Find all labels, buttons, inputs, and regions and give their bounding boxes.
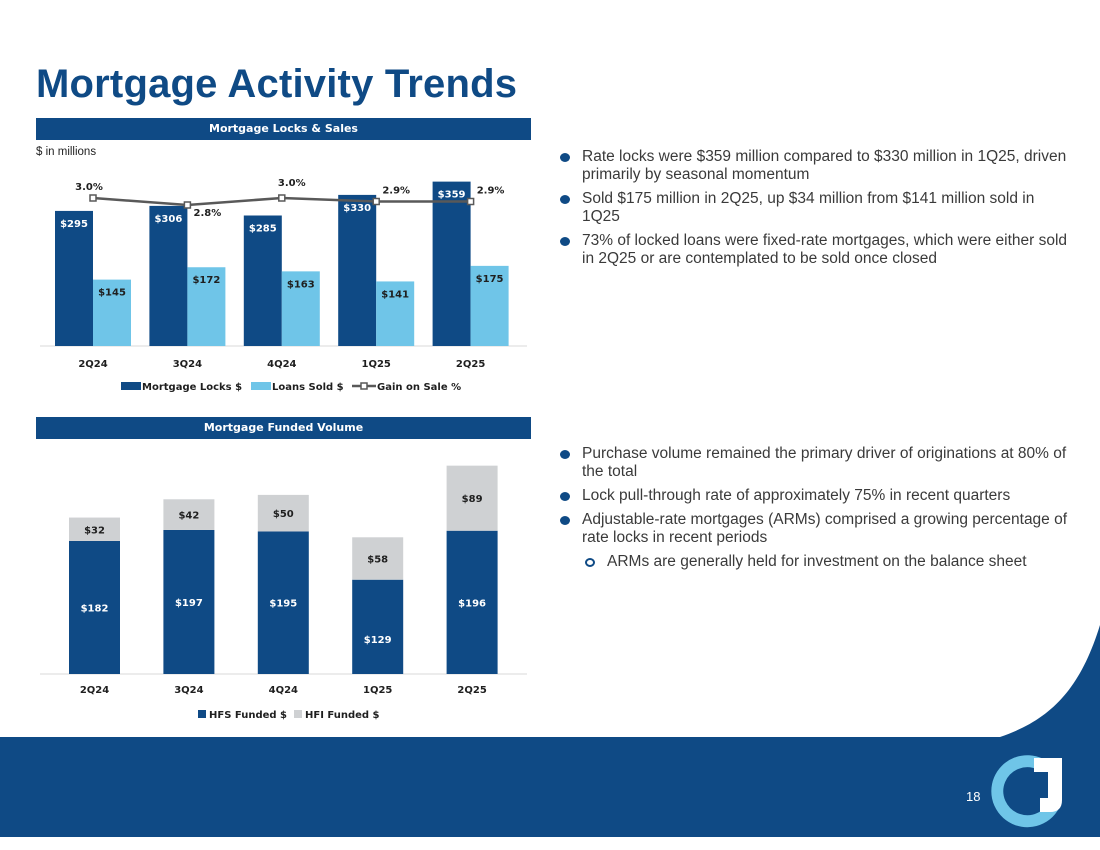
hfi-funded-bar bbox=[352, 537, 404, 580]
gain-on-sale-label: 3.0% bbox=[278, 178, 306, 189]
category-tick-label: 4Q24 bbox=[269, 685, 298, 696]
funded-volume-bullets: Purchase volume remained the primary dri… bbox=[558, 445, 1068, 577]
category-tick-label: 1Q25 bbox=[363, 685, 392, 696]
legend-label-mortgage-locks: Mortgage Locks $ bbox=[142, 382, 242, 393]
hfi-funded-bar bbox=[69, 517, 120, 541]
page-number: 18 bbox=[966, 789, 981, 804]
hfi-funded-label: $58 bbox=[367, 554, 388, 565]
hfs-funded-label: $196 bbox=[458, 598, 486, 609]
locks-sales-bullets: Rate locks were $359 million compared to… bbox=[558, 148, 1068, 274]
legend-swatch-loans-sold bbox=[251, 382, 271, 390]
mortgage-locks-label: $285 bbox=[249, 224, 277, 235]
loans-sold-label: $163 bbox=[287, 279, 315, 290]
bullet-item: Lock pull-through rate of approximately … bbox=[558, 487, 1068, 505]
footer-bottom-strip bbox=[0, 837, 1100, 850]
bullet-item: Sold $175 million in 2Q25, up $34 millio… bbox=[558, 190, 1068, 226]
hfs-funded-label: $195 bbox=[269, 599, 297, 610]
hfi-funded-bar bbox=[257, 494, 309, 532]
sub-bullet-item: ARMs are generally held for investment o… bbox=[558, 553, 1068, 571]
category-tick-label: 2Q25 bbox=[457, 685, 486, 696]
mortgage-locks-bar bbox=[432, 181, 471, 346]
gain-on-sale-point bbox=[278, 194, 286, 202]
legend-label-gain-on-sale: Gain on Sale % bbox=[377, 382, 461, 393]
hfi-funded-bar bbox=[446, 465, 498, 531]
bullet-item: Adjustable-rate mortgages (ARMs) compris… bbox=[558, 511, 1068, 547]
bullet-item: Rate locks were $359 million compared to… bbox=[558, 148, 1068, 184]
mortgage-locks-label: $359 bbox=[438, 190, 466, 201]
hfs-funded-label: $182 bbox=[81, 603, 109, 614]
gain-on-sale-label: 2.9% bbox=[477, 186, 505, 197]
category-tick-label: 3Q24 bbox=[174, 685, 203, 696]
category-tick-label: 2Q24 bbox=[78, 359, 107, 370]
mortgage-locks-label: $295 bbox=[60, 219, 88, 230]
hfs-funded-bar bbox=[163, 529, 215, 674]
bullet-dot-icon bbox=[560, 516, 570, 525]
category-tick-label: 4Q24 bbox=[267, 359, 296, 370]
mortgage-locks-bar bbox=[243, 215, 282, 346]
legend-label-hfs-funded: HFS Funded $ bbox=[209, 710, 287, 721]
category-tick-label: 3Q24 bbox=[173, 359, 202, 370]
mortgage-locks-bar bbox=[55, 210, 93, 346]
mortgage-locks-bar bbox=[338, 194, 377, 346]
hfs-funded-label: $197 bbox=[175, 598, 203, 609]
hfs-funded-bar bbox=[446, 530, 498, 674]
loans-sold-bar bbox=[93, 279, 131, 346]
bullet-dot-icon bbox=[560, 450, 570, 459]
loans-sold-bar bbox=[376, 281, 415, 346]
mortgage-locks-label: $330 bbox=[343, 203, 371, 214]
gain-on-sale-point bbox=[89, 194, 97, 202]
gain-on-sale-point bbox=[372, 197, 380, 206]
sub-bullet-ring-icon bbox=[585, 558, 595, 567]
mortgage-locks-label: $306 bbox=[154, 214, 182, 225]
legend-swatch-mortgage-locks bbox=[121, 382, 141, 390]
gain-on-sale-label: 3.0% bbox=[75, 182, 103, 193]
hfi-funded-label: $89 bbox=[462, 494, 483, 505]
legend-label-loans-sold: Loans Sold $ bbox=[272, 382, 344, 393]
loans-sold-bar bbox=[187, 267, 226, 346]
bullet-item: Purchase volume remained the primary dri… bbox=[558, 445, 1068, 481]
funded-volume-chart-header: Mortgage Funded Volume bbox=[36, 417, 531, 439]
legend-label-hfi-funded: HFI Funded $ bbox=[305, 710, 380, 721]
chart-legend: Mortgage Locks $ Loans Sold $ Gain on Sale… bbox=[121, 382, 461, 393]
loans-sold-label: $172 bbox=[192, 275, 220, 286]
category-tick-label: 2Q24 bbox=[80, 685, 109, 696]
legend-swatch-hfi-funded bbox=[294, 710, 302, 718]
bullet-item: 73% of locked loans were fixed-rate mort… bbox=[558, 232, 1068, 268]
bullet-dot-icon bbox=[560, 492, 570, 501]
locks-sales-chart: $295 $145 2Q24 $306 $172 3Q24 $285 $163 4Q24 $330… bbox=[40, 178, 527, 393]
gain-on-sale-point bbox=[466, 197, 475, 206]
page-title: Mortgage Activity Trends bbox=[36, 62, 518, 106]
legend-swatch-hfs-funded bbox=[198, 710, 206, 718]
mortgage-locks-bar bbox=[149, 205, 188, 346]
hfi-funded-label: $42 bbox=[178, 511, 199, 522]
legend-marker-gain-on-sale bbox=[360, 382, 368, 390]
bullet-dot-icon bbox=[560, 153, 570, 162]
hfs-funded-bar bbox=[352, 579, 404, 674]
gain-on-sale-point bbox=[183, 201, 192, 209]
category-tick-label: 1Q25 bbox=[362, 359, 391, 370]
hfs-funded-bar bbox=[257, 531, 309, 674]
hfs-funded-bar bbox=[69, 540, 120, 674]
units-note: $ in millions bbox=[36, 146, 97, 158]
gain-on-sale-label: 2.9% bbox=[382, 186, 410, 197]
category-tick-label: 2Q25 bbox=[456, 359, 485, 370]
bullet-dot-icon bbox=[560, 237, 570, 246]
loans-sold-label: $141 bbox=[381, 289, 409, 300]
loans-sold-bar bbox=[470, 265, 509, 346]
gain-on-sale-label: 2.8% bbox=[194, 208, 222, 219]
hfi-funded-label: $50 bbox=[273, 509, 294, 520]
hfs-funded-label: $129 bbox=[364, 635, 392, 646]
hfi-funded-bar bbox=[163, 499, 215, 530]
loans-sold-bar bbox=[281, 271, 320, 346]
locks-sales-chart-header: Mortgage Locks & Sales bbox=[36, 118, 531, 140]
bullet-dot-icon bbox=[560, 195, 570, 204]
footer-band bbox=[0, 737, 1100, 837]
chart-legend: HFS Funded $ HFI Funded $ bbox=[198, 710, 380, 721]
funded-volume-chart: $182 $32 2Q24 $197 $42 3Q24 $195 $50 4Q24 $129 $58… bbox=[40, 465, 527, 721]
loans-sold-label: $175 bbox=[476, 274, 504, 285]
corner-swoosh bbox=[1000, 625, 1100, 737]
loans-sold-label: $145 bbox=[98, 288, 126, 299]
hfi-funded-label: $32 bbox=[84, 525, 105, 536]
